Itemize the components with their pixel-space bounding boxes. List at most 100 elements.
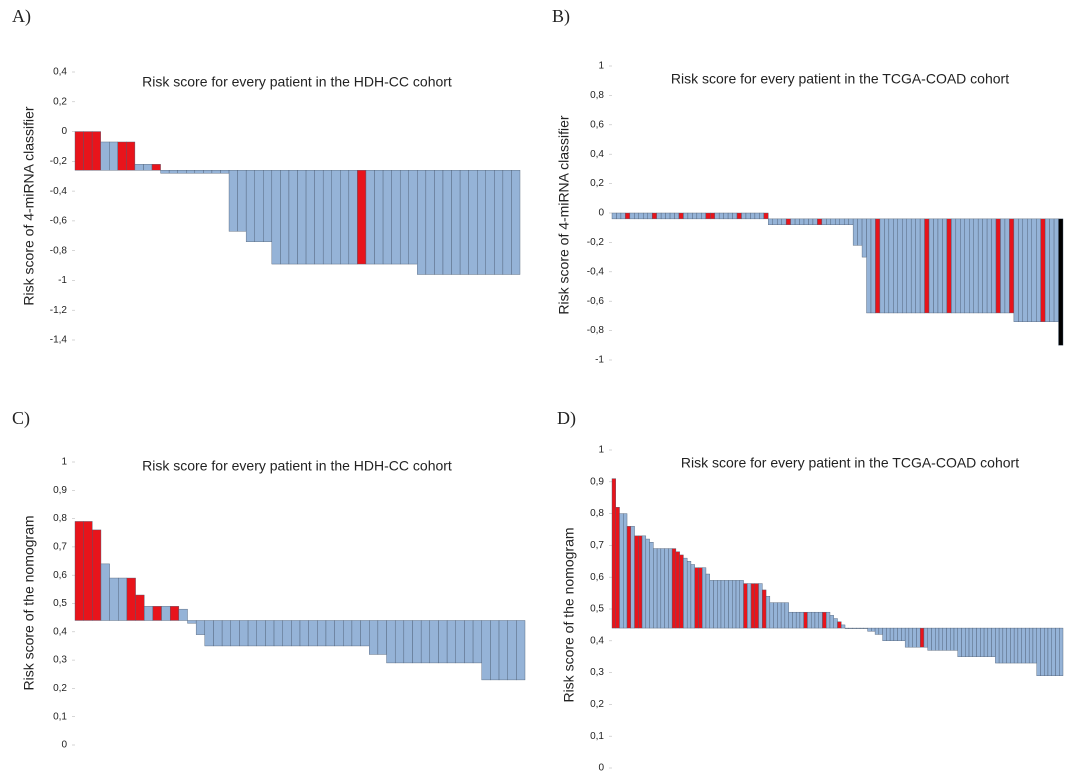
bar bbox=[810, 611, 816, 629]
bar bbox=[92, 529, 102, 621]
bar bbox=[867, 627, 872, 632]
bar bbox=[923, 627, 928, 648]
bar bbox=[625, 212, 631, 220]
bar bbox=[1040, 627, 1045, 676]
bar bbox=[946, 627, 951, 651]
y-tick-label: 0,2 bbox=[590, 699, 604, 710]
y-tick-label: -1,4 bbox=[50, 335, 68, 346]
bar bbox=[230, 620, 240, 647]
bar bbox=[438, 620, 448, 664]
bar bbox=[951, 218, 957, 314]
bar bbox=[291, 620, 301, 647]
bar bbox=[995, 218, 1001, 314]
bar bbox=[777, 218, 782, 225]
bar bbox=[812, 218, 818, 225]
y-tick-label: 0,2 bbox=[53, 683, 67, 694]
bar bbox=[314, 170, 324, 265]
bar bbox=[357, 170, 367, 265]
bar bbox=[893, 218, 898, 314]
bar bbox=[429, 620, 439, 664]
bar bbox=[228, 170, 238, 232]
bar bbox=[1013, 218, 1019, 322]
bar bbox=[1006, 627, 1011, 664]
bar bbox=[399, 170, 409, 265]
bar bbox=[888, 218, 894, 314]
bar bbox=[859, 627, 865, 629]
bar bbox=[168, 170, 178, 174]
bar bbox=[239, 620, 249, 647]
y-tick-label: -0,4 bbox=[50, 186, 68, 197]
bar bbox=[679, 554, 684, 629]
bar bbox=[792, 611, 797, 629]
bar bbox=[960, 218, 965, 314]
bar bbox=[741, 212, 747, 220]
bar bbox=[620, 212, 626, 220]
bar bbox=[668, 548, 673, 629]
bar bbox=[781, 218, 787, 225]
bar bbox=[611, 212, 617, 220]
bar bbox=[74, 521, 84, 621]
bar bbox=[1036, 627, 1041, 676]
bar bbox=[348, 170, 358, 265]
bar bbox=[964, 218, 970, 314]
y-tick-label: 0,1 bbox=[590, 731, 604, 742]
bar bbox=[477, 170, 486, 275]
bar bbox=[912, 627, 917, 648]
bar bbox=[745, 212, 751, 220]
bar bbox=[1004, 218, 1010, 314]
bar bbox=[884, 218, 890, 314]
bar bbox=[875, 218, 881, 314]
bar bbox=[213, 620, 223, 647]
bar bbox=[1036, 218, 1041, 322]
bar bbox=[263, 170, 273, 242]
bar bbox=[634, 212, 639, 220]
bar bbox=[425, 170, 435, 275]
bar bbox=[360, 620, 370, 647]
panel: C) Risk score for every patient in the HD… bbox=[12, 408, 526, 751]
bar bbox=[1028, 627, 1034, 664]
bar bbox=[340, 170, 350, 265]
bar bbox=[924, 218, 930, 314]
bar bbox=[611, 478, 616, 629]
bar bbox=[494, 170, 504, 275]
panel: B) Risk score for every patient in the TC… bbox=[552, 6, 1064, 366]
bar bbox=[991, 218, 997, 314]
y-tick-label: 0,3 bbox=[590, 667, 604, 678]
bar bbox=[826, 611, 831, 629]
bar bbox=[671, 548, 677, 629]
bar bbox=[634, 535, 639, 629]
bar bbox=[698, 567, 703, 629]
bar bbox=[893, 627, 898, 642]
bar bbox=[386, 620, 396, 664]
bar bbox=[1058, 218, 1064, 346]
bar bbox=[656, 212, 662, 220]
bar bbox=[134, 164, 144, 171]
bar bbox=[955, 218, 961, 314]
bar bbox=[983, 627, 989, 657]
y-tick-label: -1,2 bbox=[50, 305, 68, 316]
y-tick-label: 0,2 bbox=[53, 96, 67, 107]
bar bbox=[694, 567, 699, 629]
bar bbox=[758, 583, 763, 629]
bar bbox=[665, 212, 671, 220]
bar bbox=[237, 170, 247, 232]
bar bbox=[1044, 218, 1050, 322]
bar bbox=[507, 620, 517, 681]
bar bbox=[369, 620, 379, 655]
bar bbox=[442, 170, 452, 275]
chart-title: Risk score for every patient in the TCGA… bbox=[681, 455, 1019, 471]
bar bbox=[937, 218, 943, 314]
bar bbox=[886, 627, 891, 642]
bar bbox=[403, 620, 413, 664]
bar bbox=[973, 218, 979, 314]
y-axis-label: Risk score of 4-miRNA classifier bbox=[556, 115, 572, 314]
bar bbox=[928, 218, 934, 314]
bar bbox=[998, 627, 1004, 664]
bar bbox=[490, 620, 500, 681]
bar bbox=[976, 627, 981, 657]
bar bbox=[799, 218, 805, 225]
bar bbox=[656, 548, 662, 629]
y-tick-label: 0,6 bbox=[590, 119, 604, 130]
bar bbox=[118, 577, 128, 621]
bar bbox=[972, 627, 977, 657]
